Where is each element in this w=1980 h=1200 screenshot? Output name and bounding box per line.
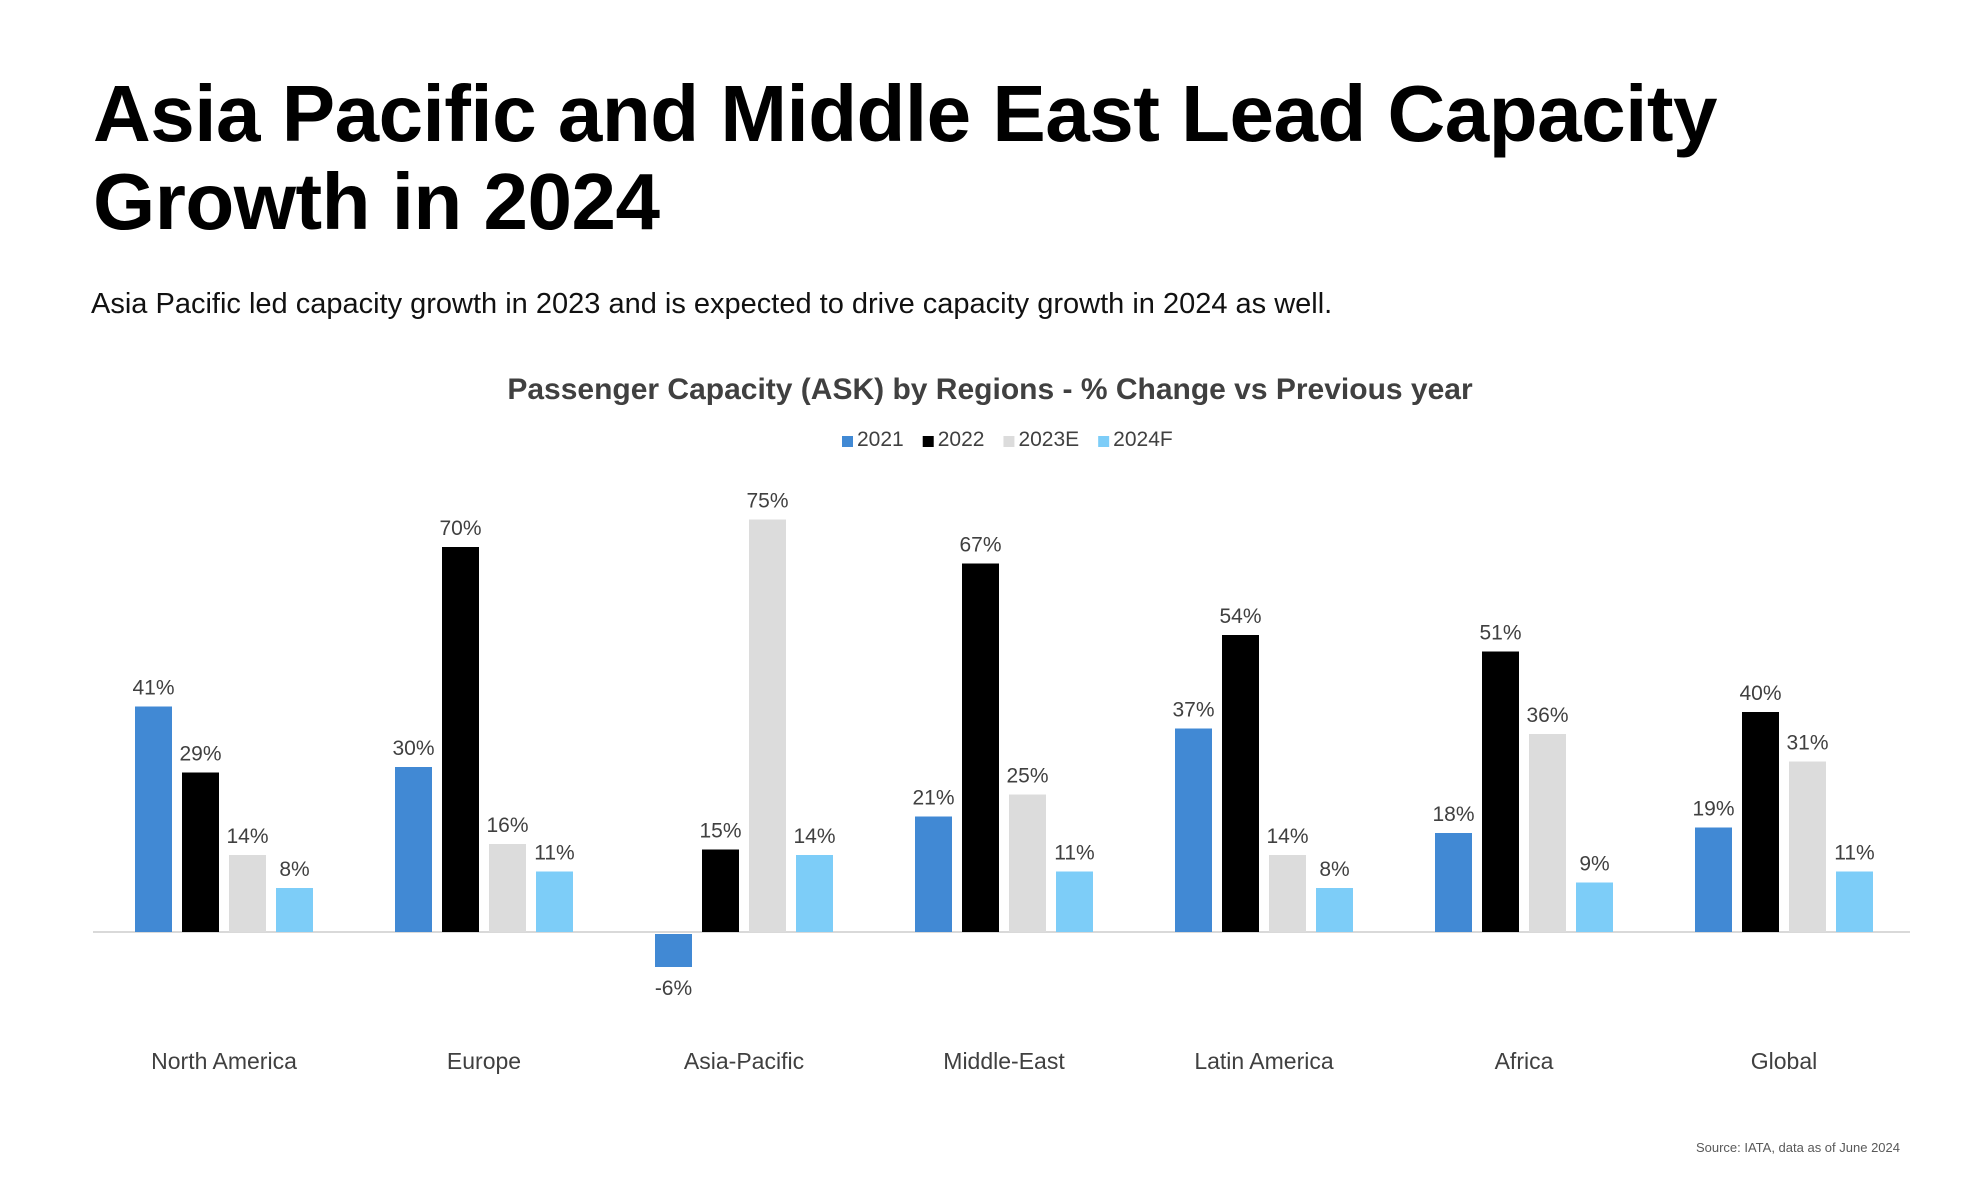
subtitle: Asia Pacific led capacity growth in 2023…: [91, 288, 1333, 320]
bar-asia-pacific-2024f: [796, 855, 833, 932]
legend-label-2022: 2022: [938, 428, 985, 451]
source-note: Source: IATA, data as of June 2024: [1696, 1140, 1900, 1155]
bar-europe-2024f: [536, 871, 573, 932]
value-label-asia-pacific-2023e: 75%: [746, 490, 788, 513]
bar-europe-2022: [442, 547, 479, 932]
chart-title: Passenger Capacity (ASK) by Regions - % …: [507, 373, 1473, 406]
category-label-latin-america: Latin America: [1194, 1048, 1334, 1074]
category-label-asia-pacific: Asia-Pacific: [684, 1048, 804, 1074]
value-label-africa-2024f: 9%: [1579, 853, 1609, 876]
value-label-asia-pacific-2024f: 14%: [793, 825, 835, 848]
bar-global-2021: [1695, 827, 1732, 932]
bar-global-2022: [1742, 712, 1779, 932]
value-label-middle-east-2024f: 11%: [1054, 842, 1094, 865]
value-label-europe-2024f: 11%: [534, 842, 574, 865]
legend-label-2021: 2021: [857, 428, 904, 451]
bar-global-2023e: [1789, 761, 1826, 932]
category-label-global: Global: [1751, 1048, 1817, 1074]
category-labels: North America Europe Asia-Pacific Middle-Ea…: [151, 1048, 1817, 1074]
bar-latin-america-2021: [1175, 728, 1212, 932]
value-label-north-america-2022: 29%: [179, 743, 221, 766]
bar-latin-america-2023e: [1269, 855, 1306, 932]
legend-label-2024f: 2024F: [1113, 428, 1173, 451]
value-label-middle-east-2023e: 25%: [1006, 765, 1048, 788]
bar-north-america-2024f: [276, 888, 313, 932]
value-label-latin-america-2021: 37%: [1172, 699, 1214, 722]
value-label-global-2021: 19%: [1692, 798, 1734, 821]
value-labels: 41% 29% 14% 8% 30% 70% 16% 11% -6% 15% 75% 14% 21% 67…: [132, 490, 1874, 1001]
category-label-middle-east: Middle-East: [943, 1048, 1065, 1074]
bar-europe-2021: [395, 767, 432, 932]
value-label-global-2023e: 31%: [1786, 732, 1828, 755]
bar-africa-2023e: [1529, 734, 1566, 932]
value-label-latin-america-2023e: 14%: [1266, 825, 1308, 848]
value-label-asia-pacific-2022: 15%: [699, 820, 741, 843]
bar-middle-east-2022: [962, 563, 999, 932]
legend-swatch-2023e: [1003, 436, 1015, 447]
value-label-global-2024f: 11%: [1834, 842, 1874, 865]
legend-swatch-2022: [922, 436, 934, 447]
value-label-europe-2023e: 16%: [486, 814, 528, 837]
bar-middle-east-2024f: [1056, 871, 1093, 932]
bar-africa-2024f: [1576, 882, 1613, 932]
value-label-latin-america-2022: 54%: [1219, 605, 1261, 628]
bar-asia-pacific-2022: [702, 849, 739, 932]
value-label-middle-east-2021: 21%: [912, 787, 954, 810]
bar-africa-2022: [1482, 651, 1519, 932]
chart-legend: 2021 2022 2023E 2024F: [842, 428, 1173, 451]
value-label-asia-pacific-2021: -6%: [655, 977, 692, 1000]
value-label-europe-2022: 70%: [439, 517, 481, 540]
value-label-africa-2022: 51%: [1479, 622, 1521, 645]
legend-swatch-2024f: [1098, 436, 1110, 447]
bar-middle-east-2021: [915, 816, 952, 932]
category-label-africa: Africa: [1495, 1048, 1554, 1074]
value-label-middle-east-2022: 67%: [959, 534, 1001, 557]
bar-latin-america-2024f: [1316, 888, 1353, 932]
category-label-north-america: North America: [151, 1048, 297, 1074]
value-label-africa-2021: 18%: [1432, 803, 1474, 826]
bar-latin-america-2022: [1222, 635, 1259, 932]
value-label-africa-2023e: 36%: [1526, 704, 1568, 727]
value-label-north-america-2021: 41%: [132, 677, 174, 700]
bar-group: [135, 519, 1873, 967]
bar-north-america-2021: [135, 706, 172, 932]
bar-north-america-2023e: [229, 855, 266, 932]
value-label-latin-america-2024f: 8%: [1319, 858, 1349, 881]
category-label-europe: Europe: [447, 1048, 521, 1074]
legend-label-2023e: 2023E: [1018, 428, 1079, 451]
value-label-north-america-2023e: 14%: [226, 825, 268, 848]
headline: Asia Pacific and Middle East Lead Capaci…: [93, 69, 1718, 246]
value-label-europe-2021: 30%: [392, 737, 434, 760]
bar-north-america-2022: [182, 772, 219, 932]
legend-swatch-2021: [842, 436, 853, 447]
value-label-north-america-2024f: 8%: [279, 858, 309, 881]
bar-africa-2021: [1435, 833, 1472, 932]
bar-europe-2023e: [489, 844, 526, 932]
bar-middle-east-2023e: [1009, 794, 1046, 932]
bar-global-2024f: [1836, 871, 1873, 932]
value-label-global-2022: 40%: [1739, 682, 1781, 705]
bar-asia-pacific-2023e: [749, 519, 786, 932]
bar-asia-pacific-2021: [655, 934, 692, 967]
